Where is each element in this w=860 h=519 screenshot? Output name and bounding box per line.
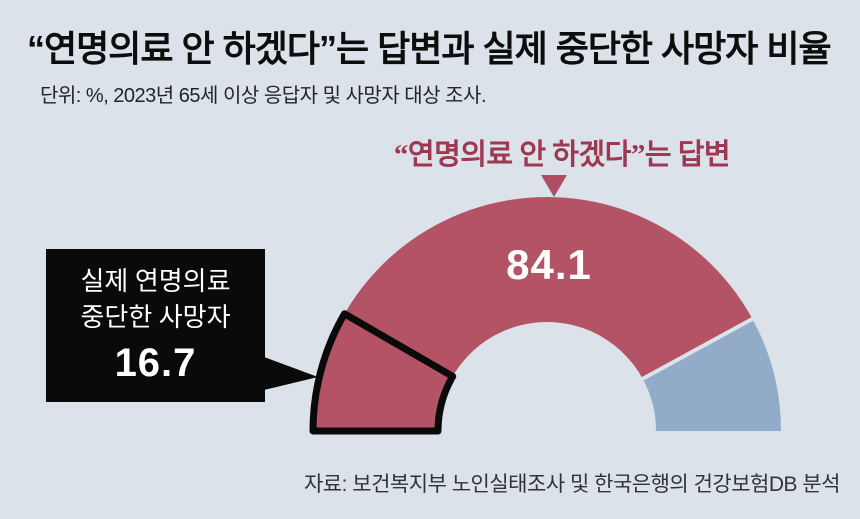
callout-pointer	[264, 357, 318, 390]
chart-subtitle-units: 단위: %, 2023년 65세 이상 응답자 및 사망자 대상 조사.	[40, 85, 487, 107]
gauge-answer-value: 84.1	[506, 241, 592, 288]
callout-value: 16.7	[114, 340, 197, 385]
callout-line1: 실제 연명의료	[80, 267, 231, 297]
page-title: “연명의료 안 하겠다”는 답변과 실제 중단한 사망자 비율	[27, 28, 832, 69]
callout-line2: 중단한 사망자	[80, 303, 231, 332]
callout-box: 실제 연명의료 중단한 사망자 16.7	[46, 249, 265, 402]
gauge-segment-remainder	[642, 318, 781, 431]
gauge-segment-divider	[638, 315, 757, 383]
source-note: 자료: 보건복지부 노인실태조사 및 한국은행의 건강보험DB 분석	[303, 473, 841, 496]
gauge-answer-label: “연명의료 안 하겠다”는 답변	[393, 139, 731, 171]
down-triangle-marker-icon	[541, 175, 567, 197]
gauge-segment-actual-outlined	[309, 310, 457, 435]
